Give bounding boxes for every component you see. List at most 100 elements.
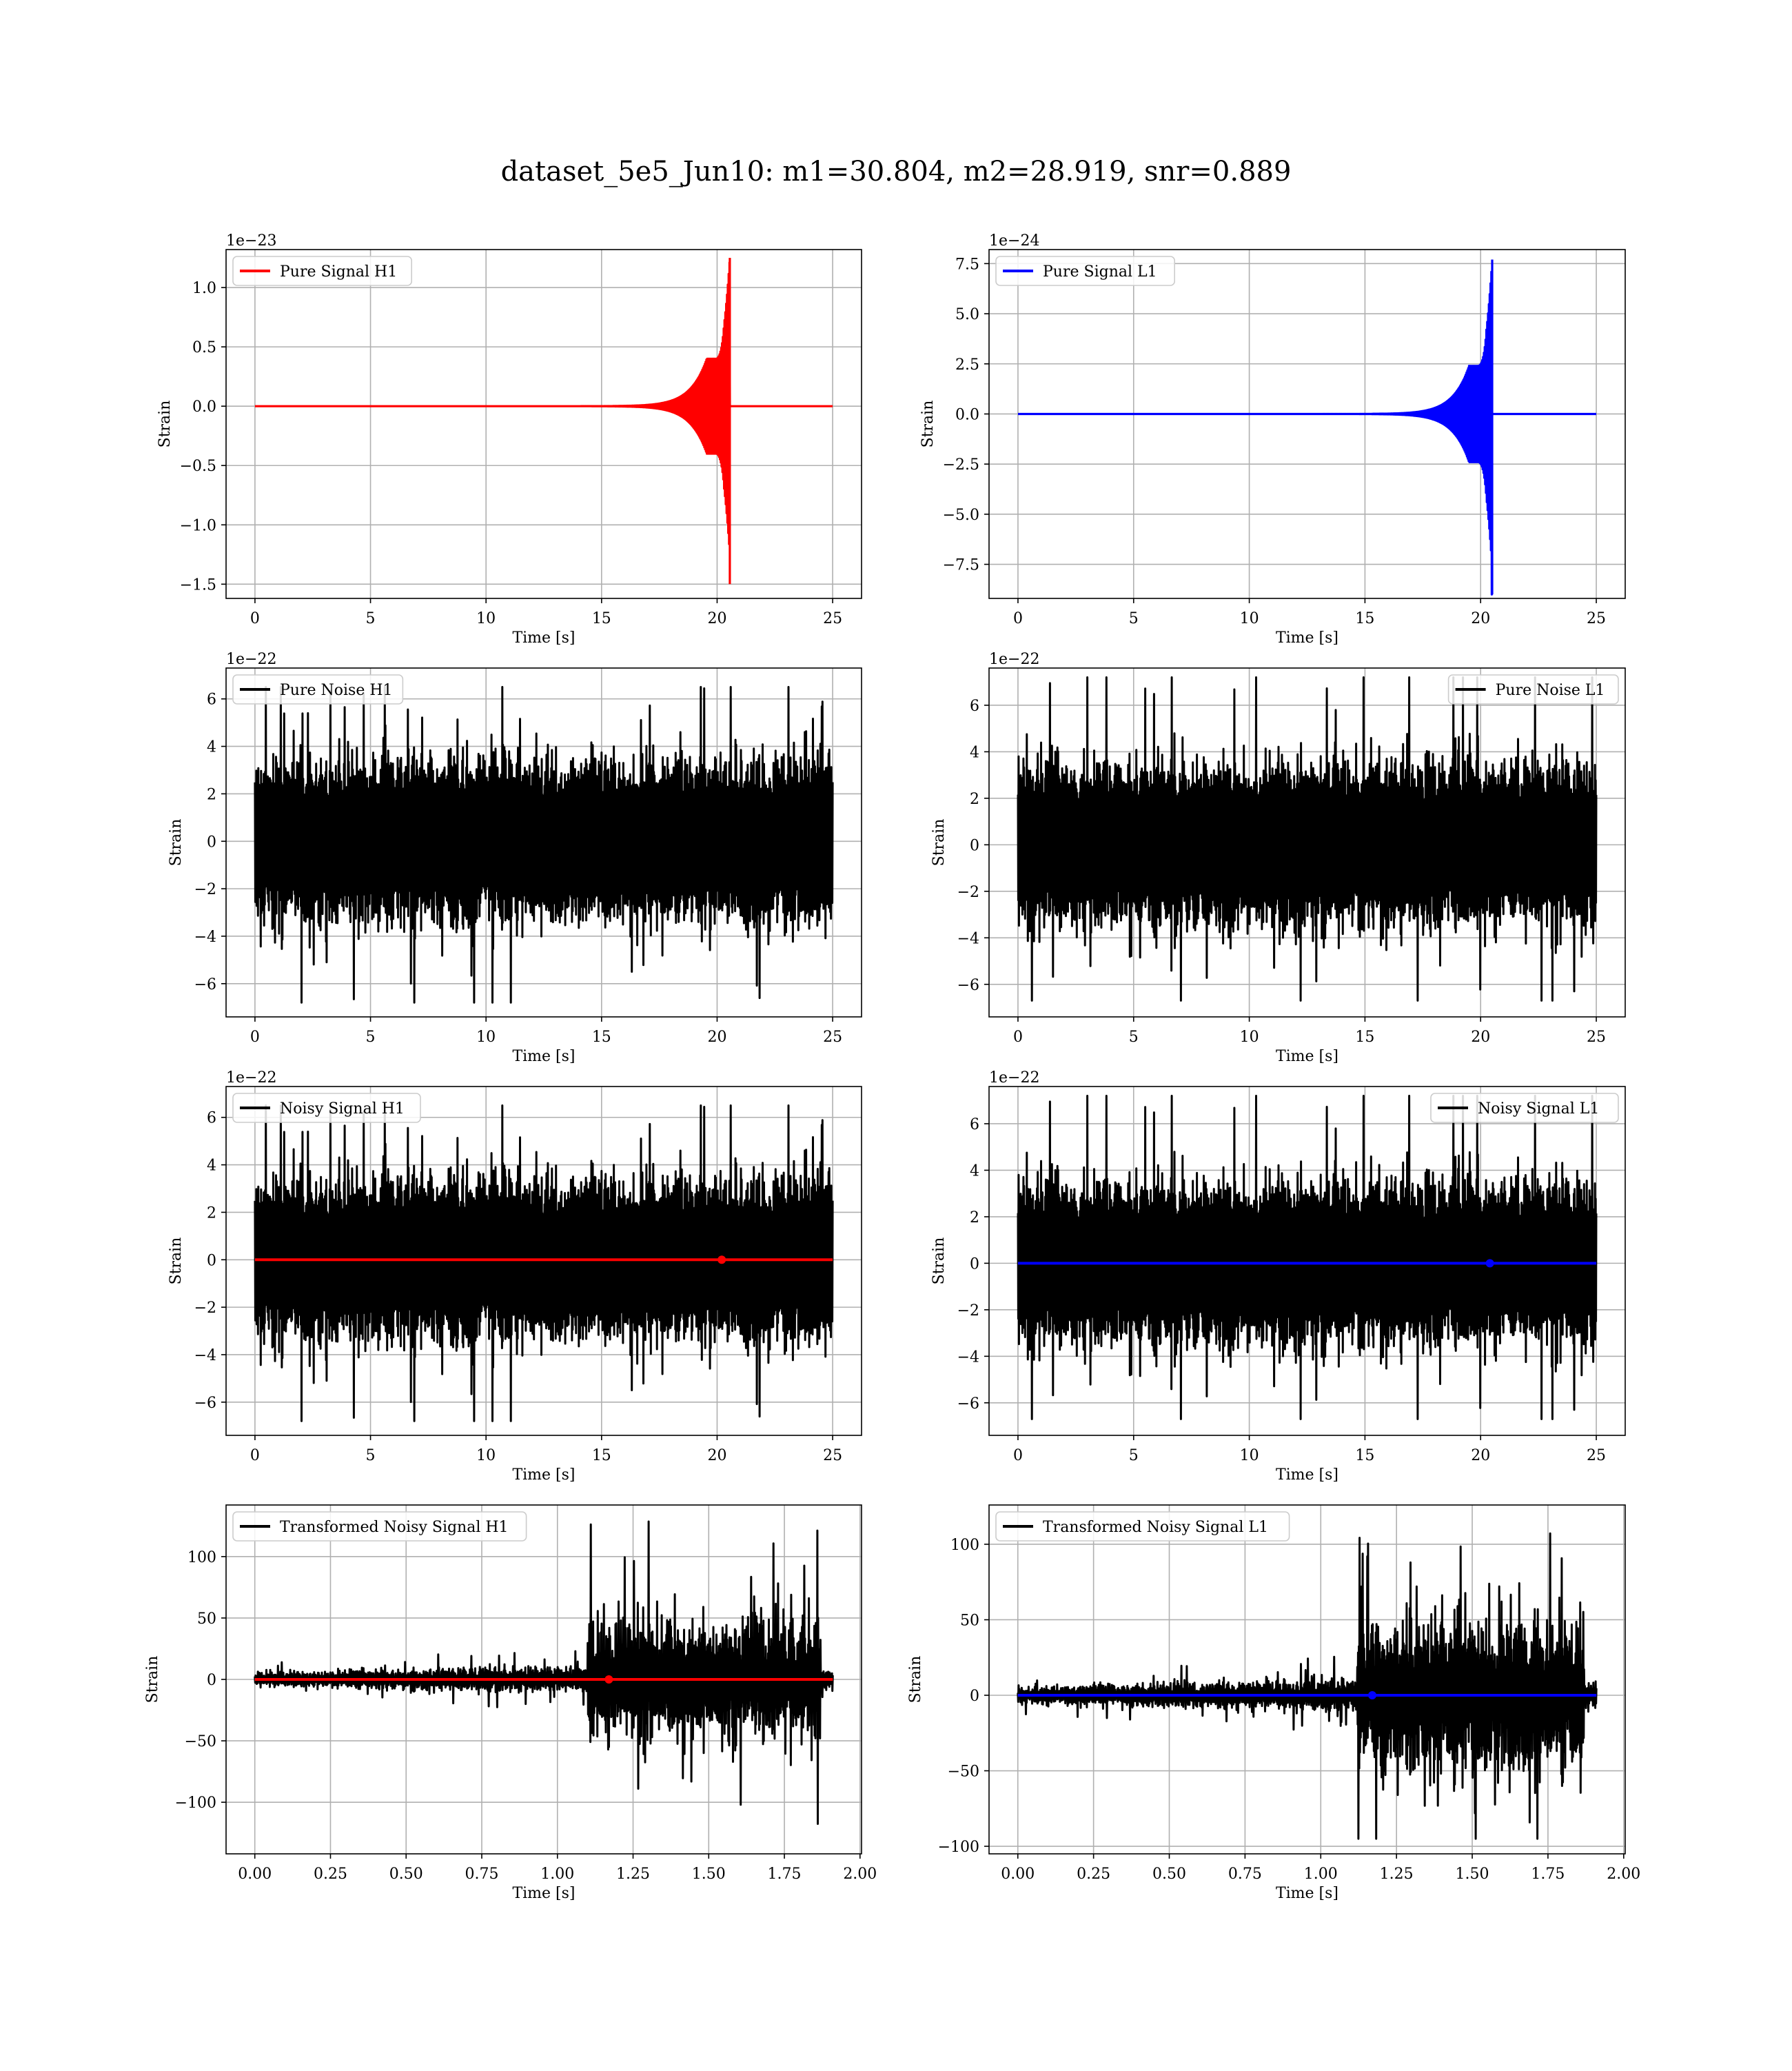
legend: Pure Signal L1 xyxy=(995,256,1176,286)
series-pure_signal_h1-0 xyxy=(254,258,834,585)
subplot-pure_signal_l1: 0 5 10 15 20 25 −7.5 −5.0 −2.5 0.0 2.5 5.0 7.5 Time [… xyxy=(919,232,1626,647)
legend-label: Pure Signal H1 xyxy=(280,263,397,281)
y-axis-label: Strain xyxy=(907,1656,924,1704)
x-tick-label: 0 xyxy=(1013,1029,1023,1046)
y-tick-label: −2 xyxy=(957,1302,979,1320)
x-tick-label: 1.25 xyxy=(616,1866,650,1883)
y-tick-label: −0.5 xyxy=(180,458,216,475)
x-tick-label: 20 xyxy=(707,1447,726,1464)
subplot-noisy_signal_h1: 0 5 10 15 20 25 −6 −4 −2 0 2 4 6 Time [s] Strain 1e−22N… xyxy=(167,1069,862,1484)
x-tick-label: 2.00 xyxy=(1607,1866,1640,1883)
y-tick-label: 0 xyxy=(970,1688,979,1705)
y-axis-label: Strain xyxy=(919,401,937,448)
y-tick-label: 7.5 xyxy=(955,256,979,273)
y-tick-label: −100 xyxy=(938,1839,979,1856)
x-tick-label: 5 xyxy=(366,1447,376,1464)
axes-frame xyxy=(225,249,862,599)
y-tick-label: −50 xyxy=(948,1764,979,1781)
x-axis-label: Time [s] xyxy=(1276,1048,1338,1065)
y-axis-label: Strain xyxy=(930,819,948,867)
series-transformed_l1-0 xyxy=(1017,1532,1598,1840)
x-tick-label: 25 xyxy=(823,1447,842,1464)
x-tick-label: 10 xyxy=(476,1447,496,1464)
legend-label: Transformed Noisy Signal L1 xyxy=(1043,1519,1268,1536)
y-tick-label: −6 xyxy=(194,1395,216,1412)
x-tick-label: 1.75 xyxy=(1531,1866,1565,1883)
y-tick-label: −50 xyxy=(185,1733,216,1750)
y-tick-label: −1.0 xyxy=(180,517,216,534)
offset-text: 1e−22 xyxy=(226,651,276,668)
y-tick-label: −5.0 xyxy=(943,507,979,524)
figure-title: dataset_5e5_Jun10: m1=30.804, m2=28.919,… xyxy=(500,156,1292,188)
offset-text: 1e−22 xyxy=(989,651,1039,668)
offset-text: 1e−23 xyxy=(226,232,276,250)
x-tick-label: 1.25 xyxy=(1380,1866,1414,1883)
series-pure_signal_l1-0 xyxy=(1017,259,1597,596)
y-tick-label: −6 xyxy=(957,977,979,994)
x-tick-label: 0 xyxy=(250,1447,260,1464)
x-tick-label: 15 xyxy=(592,1447,611,1464)
offset-text: 1e−22 xyxy=(226,1069,276,1087)
plot-area xyxy=(254,1104,834,1422)
plot-area xyxy=(1017,259,1597,596)
y-tick-label: −6 xyxy=(194,976,216,993)
y-tick-label: 2 xyxy=(970,791,979,808)
x-tick-label: 25 xyxy=(1587,1029,1606,1046)
axes-frame xyxy=(988,249,1626,599)
y-tick-label: 6 xyxy=(207,691,216,709)
x-tick-label: 15 xyxy=(1355,610,1374,627)
y-tick-label: 0 xyxy=(207,834,216,851)
x-tick-label: 5 xyxy=(366,610,376,627)
y-tick-label: 4 xyxy=(970,744,979,761)
x-axis-label: Time [s] xyxy=(512,629,575,647)
y-tick-label: 4 xyxy=(970,1162,979,1180)
y-tick-label: 6 xyxy=(207,1110,216,1127)
series-noisy_signal_h1-marker xyxy=(717,1255,726,1264)
x-tick-label: 0 xyxy=(1013,1447,1023,1464)
x-axis-label: Time [s] xyxy=(512,1048,575,1065)
x-tick-label: 20 xyxy=(707,610,726,627)
x-tick-label: 10 xyxy=(1240,1447,1259,1464)
x-tick-label: 15 xyxy=(1355,1447,1374,1464)
x-tick-label: 5 xyxy=(366,1029,376,1046)
x-tick-label: 0 xyxy=(250,610,260,627)
series-transformed_h1-marker xyxy=(604,1675,613,1684)
legend: Transformed Noisy Signal H1 xyxy=(232,1511,527,1542)
y-tick-label: 5.0 xyxy=(955,306,979,323)
x-tick-label: 0.75 xyxy=(1228,1866,1262,1883)
x-tick-label: 20 xyxy=(1471,1029,1490,1046)
x-tick-label: 1.00 xyxy=(540,1866,574,1883)
x-tick-label: 2.00 xyxy=(843,1866,877,1883)
legend-label: Pure Noise L1 xyxy=(1496,682,1605,699)
plot-area xyxy=(254,686,834,1004)
legend: Noisy Signal H1 xyxy=(232,1093,421,1123)
legend-box xyxy=(232,256,413,286)
x-tick-label: 0 xyxy=(1013,610,1023,627)
x-tick-label: 15 xyxy=(1355,1029,1374,1046)
x-tick-label: 0.50 xyxy=(389,1866,423,1883)
series-pure_noise_l1-0 xyxy=(1017,676,1598,1002)
subplot-pure_signal_h1: 0 5 10 15 20 25 −1.5 −1.0 −0.5 0.0 0.5 1.0 Time [s] S… xyxy=(156,232,862,647)
x-tick-label: 0.25 xyxy=(314,1866,347,1883)
series-transformed_h1-0 xyxy=(254,1520,834,1825)
axes-frame xyxy=(988,1504,1626,1855)
y-tick-label: −100 xyxy=(175,1795,216,1812)
series-transformed_l1-marker xyxy=(1367,1691,1376,1699)
y-axis-label: Strain xyxy=(167,819,185,867)
y-tick-label: −4 xyxy=(957,1348,979,1366)
x-tick-label: 5 xyxy=(1129,610,1139,627)
legend-box xyxy=(995,256,1176,286)
offset-text: 1e−24 xyxy=(989,232,1039,250)
x-tick-label: 20 xyxy=(1471,1447,1490,1464)
series-noisy_signal_l1-marker xyxy=(1485,1259,1494,1268)
x-tick-label: 0.50 xyxy=(1152,1866,1186,1883)
y-axis-label: Strain xyxy=(144,1656,161,1704)
x-tick-label: 10 xyxy=(1240,1029,1259,1046)
y-tick-label: 4 xyxy=(207,1158,216,1175)
legend: Transformed Noisy Signal L1 xyxy=(995,1511,1290,1542)
x-axis-label: Time [s] xyxy=(1276,629,1338,647)
legend-box xyxy=(232,674,404,705)
subplot-noisy_signal_l1: 0 5 10 15 20 25 −6 −4 −2 0 2 4 6 Time [s] Strain 1e−22 N… xyxy=(930,1069,1626,1484)
y-tick-label: −6 xyxy=(957,1395,979,1413)
subplot-transformed_l1: 0.00 0.25 0.50 0.75 1.00 1.25 1.50 1.75 2.00 −100… xyxy=(907,1504,1640,1902)
